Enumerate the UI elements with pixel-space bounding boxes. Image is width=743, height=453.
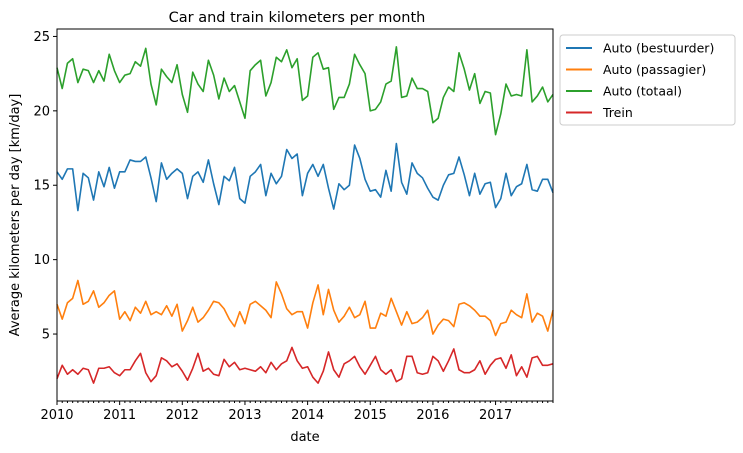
x-tick-label: 2010 xyxy=(40,408,73,423)
legend-label-3: Trein xyxy=(602,105,633,120)
x-axis-label: date xyxy=(290,430,319,445)
x-tick-label: 2016 xyxy=(416,408,449,423)
y-axis: 5 10 15 20 25 xyxy=(33,30,57,343)
x-tick-label: 2015 xyxy=(354,408,387,423)
y-tick-label: 15 xyxy=(33,179,50,194)
series-layer xyxy=(56,46,554,384)
x-tick-label: 2012 xyxy=(166,408,199,423)
plot-frame xyxy=(56,28,554,402)
series-line-0 xyxy=(56,142,554,212)
x-tick-label: 2013 xyxy=(228,408,261,423)
legend-label-1: Auto (passagier) xyxy=(603,62,706,77)
x-axis: 2010 2011 2012 2013 2014 2015 2016 2017 xyxy=(40,401,554,423)
series-line-3 xyxy=(56,346,554,384)
legend-label-2: Auto (totaal) xyxy=(603,84,682,99)
legend: Auto (bestuurder) Auto (passagier) Auto (t… xyxy=(559,34,736,126)
y-tick-label: 10 xyxy=(33,253,50,268)
chart-title: Car and train kilometers per month xyxy=(169,10,426,26)
y-tick-label: 25 xyxy=(33,30,50,45)
legend-frame xyxy=(559,34,736,126)
y-axis-label: Average kilometers per day [km/day] xyxy=(8,94,23,337)
series-line-1 xyxy=(56,279,554,337)
x-tick-label: 2017 xyxy=(479,408,512,423)
y-tick-label: 5 xyxy=(42,328,50,343)
x-tick-label: 2014 xyxy=(291,408,324,423)
y-tick-label: 20 xyxy=(33,104,50,119)
legend-label-0: Auto (bestuurder) xyxy=(603,41,714,56)
x-tick-label: 2011 xyxy=(103,408,136,423)
series-line-2 xyxy=(56,46,554,136)
